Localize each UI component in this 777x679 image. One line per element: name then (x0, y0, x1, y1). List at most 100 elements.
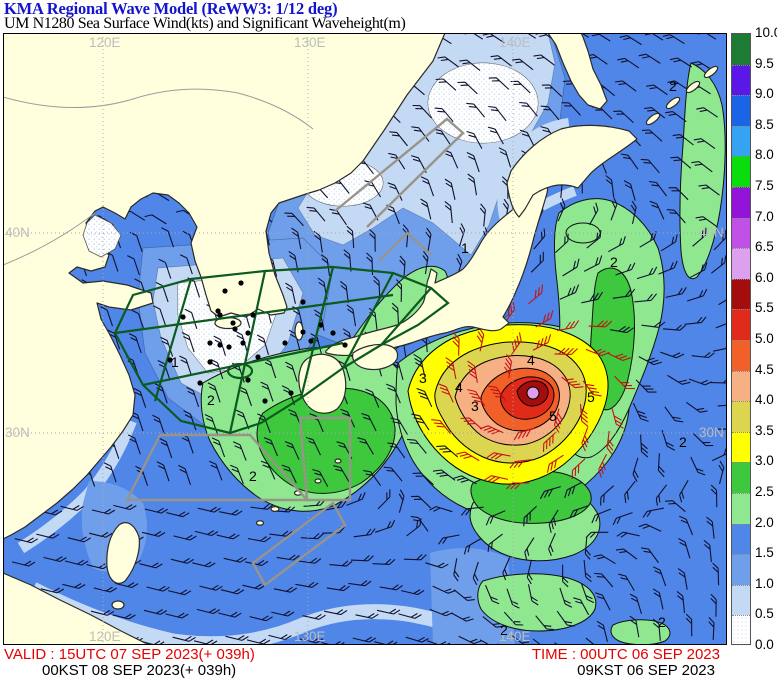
model-time-kst: 09KST 06 SEP 2023 (577, 662, 715, 679)
colorbar-tick: 5.0 (755, 331, 774, 346)
green-bottom-right-small (610, 619, 671, 645)
valid-time-utc: VALID : 15UTC 07 SEP 2023(+ 039h) (4, 646, 255, 663)
colorbar-tick: 0.5 (755, 606, 774, 622)
zone-vladivostok (334, 117, 465, 228)
colorbar-tick: 3.0 (755, 453, 774, 469)
land-ryukyu-2 (314, 478, 322, 484)
svg-text:3: 3 (471, 398, 479, 414)
colorbar-tick: 10.0 (755, 25, 777, 40)
land-kuril-3 (685, 80, 701, 94)
hokkaido-west-band (497, 118, 571, 227)
colorbar-tick: 1.5 (755, 545, 774, 561)
svg-text:3: 3 (419, 370, 427, 386)
typhoon-center (526, 386, 540, 400)
grid-lines (3, 33, 727, 645)
colorbar-tick: 0.0 (755, 637, 774, 652)
colorbar-tick: 2.0 (755, 514, 774, 530)
land-hokkaido (506, 124, 638, 218)
colorbar-tick: 6.5 (755, 239, 774, 255)
map-frame (3, 33, 727, 645)
colorbar-cell-3.0-3.5 (732, 431, 750, 463)
mesh-outline (113, 265, 450, 435)
colorbar-cell-6.0-6.5 (732, 248, 750, 279)
colorbar-cell-3.5-4.0 (732, 401, 750, 432)
colorbar-tick: 7.5 (755, 178, 774, 193)
marine-zone-gray-lines (125, 117, 465, 587)
colorbar-tick: 9.5 (755, 55, 774, 71)
inland-border-1 (3, 88, 314, 130)
land-kuril-4 (703, 65, 719, 79)
colorbar-tick: 7.0 (755, 208, 774, 224)
mesh-v4 (342, 272, 394, 369)
colorbar-cell-9.5-10.0 (732, 34, 750, 65)
colorbar-cell-4.0-4.5 (732, 370, 750, 402)
colorbar-tick: 3.5 (755, 422, 774, 438)
svg-text:1: 1 (171, 354, 179, 370)
svg-text:2: 2 (500, 622, 508, 638)
zone-ecs-3 (298, 417, 309, 501)
colorbar-tick: 4.5 (755, 361, 774, 377)
mesh-v1 (153, 278, 193, 402)
svg-text:30N: 30N (699, 425, 724, 440)
valid-time-kst: 00KST 08 SEP 2023(+ 039h) (42, 662, 237, 679)
colorbar-cell-7.0-7.5 (732, 187, 750, 218)
svg-text:5: 5 (549, 408, 557, 424)
svg-text:120E: 120E (89, 35, 121, 50)
colorbar-tick: 2.5 (755, 484, 774, 499)
land-taiwan (106, 522, 140, 584)
svg-text:2: 2 (669, 78, 677, 94)
colorbar-cell-1.5-2.0 (732, 523, 750, 555)
svg-text:2: 2 (207, 392, 215, 408)
land-south-china (3, 572, 156, 645)
colorbar-tick: 8.5 (755, 116, 774, 132)
svg-text:40N: 40N (5, 225, 30, 240)
land-kuril-1 (645, 112, 661, 126)
colorbar-cell-0.0-0.5 (732, 615, 750, 646)
svg-text:2: 2 (249, 468, 257, 484)
land-layer (3, 33, 719, 645)
colorbar-cell-8.0-8.5 (732, 125, 750, 157)
colorbar-cell-6.5-7.0 (732, 217, 750, 249)
svg-text:4: 4 (527, 352, 535, 368)
colorbar-tick: 6.0 (755, 269, 774, 285)
station-dots (167, 280, 348, 404)
mesh-v2 (228, 270, 267, 434)
svg-text:140E: 140E (499, 35, 531, 50)
colorbar-cell-2.5-3.0 (732, 462, 750, 493)
zone-nw-honshu (378, 231, 432, 262)
colorbar-cell-4.5-5.0 (732, 340, 750, 371)
svg-text:40N: 40N (699, 225, 724, 240)
land-ryukyu-4 (270, 506, 280, 513)
svg-text:30N: 30N (5, 425, 30, 440)
waveheight-colorbar (731, 33, 751, 646)
svg-text:2: 2 (679, 434, 687, 450)
inland-border-2 (3, 212, 96, 266)
map-labels: 120E 120E 130E 130E 140E 140E 40N 40N 30N 30N 1 2 1 2… (5, 35, 724, 644)
mesh-v5 (380, 287, 432, 346)
svg-text:130E: 130E (294, 629, 326, 644)
land-honshu (324, 176, 549, 356)
zone-ryukyu (251, 501, 347, 587)
land-ryukyu-1 (334, 458, 342, 464)
land-ryukyu-5 (255, 520, 265, 526)
svg-text:120E: 120E (89, 629, 121, 644)
page-subtitle: UM N1280 Sea Surface Wind(kts) and Signi… (4, 15, 406, 32)
svg-text:4: 4 (455, 379, 463, 395)
land-kuril-2 (665, 96, 681, 110)
land-shikoku (352, 343, 399, 371)
land-hainan-islet (111, 600, 125, 610)
colorbar-tick: 8.0 (755, 147, 774, 163)
colorbar-cell-1.0-1.5 (732, 554, 750, 585)
svg-text:130E: 130E (294, 35, 326, 50)
mesh-v3 (299, 266, 335, 399)
sea-white-okhotsk-stip (428, 63, 538, 143)
colorbar-tick: 9.0 (755, 86, 774, 102)
svg-text:1: 1 (461, 240, 469, 256)
colorbar-tick: 5.5 (755, 300, 774, 316)
colorbar-cell-5.0-5.5 (732, 309, 750, 340)
svg-text:2: 2 (658, 614, 666, 630)
sea-bohai-white (82, 214, 122, 258)
model-time-utc: TIME : 00UTC 06 SEP 2023 (531, 646, 720, 663)
mesh-oval (226, 362, 254, 380)
